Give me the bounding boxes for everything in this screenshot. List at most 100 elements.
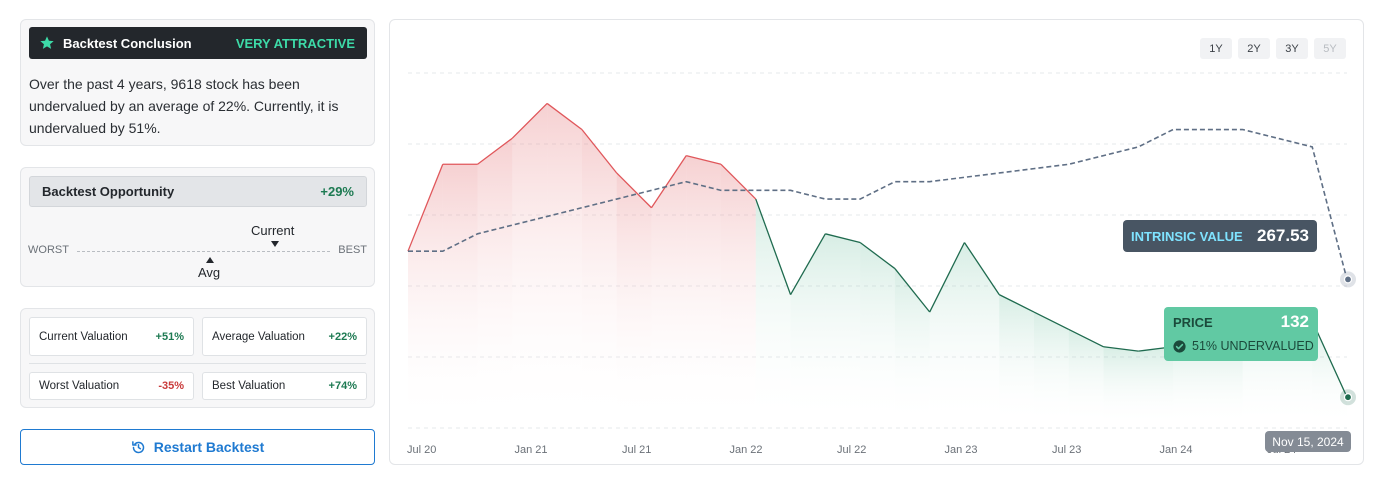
worst-valuation-box: Worst Valuation -35% [29,372,194,400]
undervalued-area [1138,346,1174,425]
price-line-segment [1103,346,1139,352]
overvalued-area [686,155,721,425]
overvalued-area [616,172,652,425]
x-tick-label: Jul 20 [407,444,437,456]
avg-marker-icon [206,257,214,263]
restart-backtest-button[interactable]: Restart Backtest [20,429,375,465]
undervalued-label: 51% UNDERVALUED [1192,339,1314,353]
x-tick-label: Jan 21 [514,444,548,456]
average-valuation-box: Average Valuation +22% [202,317,367,356]
opportunity-value: +29% [320,184,354,199]
overvalued-area [651,155,687,425]
date-badge: Nov 15, 2024 [1265,431,1351,452]
intrinsic-value-value: 267.53 [1257,226,1309,245]
backtest-chart: 1Y 2Y 3Y 5Y Jul 20 Jan 21 Jul 21 Jan 22 Jul [389,19,1364,465]
x-tick-label: Jan 24 [1159,444,1193,456]
restart-backtest-label: Restart Backtest [153,439,265,455]
intrinsic-value-tag: INTRINSIC VALUE 267.53 [1123,220,1317,252]
worst-valuation-value: -35% [158,380,184,392]
price-line-segment [894,268,931,313]
undervalued-status: 51% UNDERVALUED [1173,339,1314,353]
price-line-segment [1068,328,1104,348]
undervalued-area [964,242,1000,425]
scale-line [77,251,330,252]
current-marker-label: Current [251,223,295,238]
conclusion-title: Backtest Conclusion [63,35,192,51]
price-line-segment [963,242,1000,296]
range-2y-button[interactable]: 2Y [1238,38,1270,59]
current-valuation-label: Current Valuation [39,330,128,343]
overvalued-area [477,138,513,425]
history-icon [131,440,144,453]
price-end-dot [1343,393,1353,402]
range-1y-button[interactable]: 1Y [1200,38,1232,59]
backtest-opportunity-card: Backtest Opportunity +29% Current WORST … [20,167,375,287]
x-tick-label: Jul 23 [1052,444,1082,456]
conclusion-header: Backtest Conclusion VERY ATTRACTIVE [29,27,367,59]
price-label: PRICE [1173,315,1213,330]
chart-fills [408,103,1347,426]
overvalued-area [581,129,617,425]
overvalued-area [721,164,756,426]
undervalued-area [790,233,826,425]
overvalued-area [408,164,443,426]
undervalued-area [999,294,1034,425]
price-line-segment [650,155,687,209]
undervalued-area [929,242,965,425]
price-line-segment [581,129,618,174]
price-line-segment [789,233,826,295]
intrinsic-value-end-dot [1343,275,1353,284]
price-line-segment [511,102,548,139]
price-line-segment [546,102,583,131]
scale-worst-label: WORST [28,244,69,256]
chart-lines [407,102,1348,398]
intrinsic-value-line [408,128,1348,280]
price-line-segment [720,163,757,200]
price-line-segment [929,242,966,313]
star-icon [39,35,55,51]
range-5y-button[interactable]: 5Y [1314,38,1346,59]
price-tag: PRICE 132 51% UNDERVALUED [1164,307,1318,361]
intrinsic-value-label: INTRINSIC VALUE [1131,228,1243,244]
x-tick-label: Jan 23 [944,444,978,456]
opportunity-header: Backtest Opportunity +29% [29,176,367,207]
price-line-segment [1311,320,1348,398]
opportunity-title: Backtest Opportunity [42,184,175,199]
x-tick-label: Jul 21 [622,444,652,456]
price-line-segment [616,172,652,209]
check-circle-icon [1173,339,1186,353]
avg-marker-label: Avg [198,265,221,280]
range-selector: 1Y 2Y 3Y 5Y [1200,38,1346,59]
best-valuation-label: Best Valuation [212,380,286,392]
x-tick-label: Jan 22 [729,444,763,456]
conclusion-verdict: VERY ATTRACTIVE [235,35,355,51]
overvalued-area [547,103,582,425]
price-line-segment [407,164,444,252]
price-value: 132 [1280,312,1309,331]
overvalued-area [442,164,478,426]
average-valuation-value: +22% [328,330,357,343]
range-3y-button[interactable]: 3Y [1276,38,1308,59]
overvalued-area [512,103,548,425]
valuations-card: Current Valuation +51% Average Valuation… [20,308,375,408]
undervalued-area [825,233,861,425]
average-valuation-label: Average Valuation [212,330,305,343]
worst-valuation-label: Worst Valuation [39,380,120,392]
price-line-segment [998,294,1035,313]
valuations-divider [29,363,366,364]
current-marker-icon [271,241,279,247]
price-line-segment [686,154,722,165]
price-line-segment [825,233,861,244]
undervalued-area [1312,320,1347,425]
chart-end-markers [1340,271,1356,406]
current-valuation-box: Current Valuation +51% [29,317,194,356]
undervalued-area [755,199,791,425]
price-line-segment [1033,311,1070,330]
undervalued-area [894,268,930,425]
price-line-segment [859,241,896,270]
undervalued-area [1034,312,1069,425]
undervalued-area [860,242,895,425]
best-valuation-value: +74% [328,380,357,392]
best-valuation-box: Best Valuation +74% [202,372,367,400]
x-tick-label: Jul 22 [837,444,867,456]
